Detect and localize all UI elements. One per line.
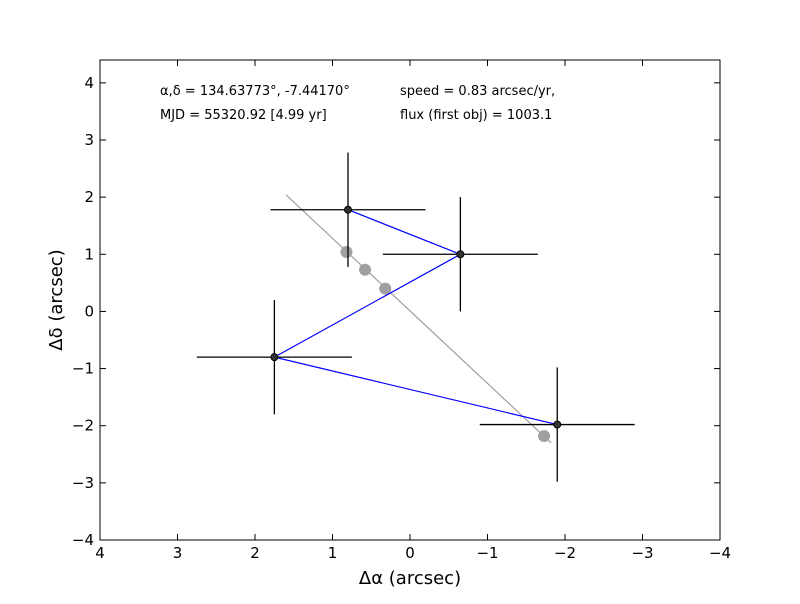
y-tick-label: 4 bbox=[84, 74, 94, 92]
annotation-flux: flux (first obj) = 1003.1 bbox=[400, 108, 552, 123]
annotation-mjd: MJD = 55320.92 [4.99 yr] bbox=[160, 108, 327, 123]
y-tick-label: 0 bbox=[84, 302, 94, 320]
measured-point-group bbox=[270, 152, 426, 267]
x-tick-label: 0 bbox=[405, 544, 415, 562]
y-tick-label: −4 bbox=[72, 531, 94, 549]
x-tick-label: 2 bbox=[250, 544, 260, 562]
y-tick-label: 3 bbox=[84, 131, 94, 149]
measured-point bbox=[553, 420, 562, 429]
y-tick-label: 1 bbox=[84, 245, 94, 263]
y-tick-label: −3 bbox=[72, 474, 94, 492]
measured-point-group bbox=[196, 300, 352, 415]
y-tick-label: 2 bbox=[84, 188, 94, 206]
measured-point-group bbox=[479, 367, 635, 482]
x-tick-label: 3 bbox=[173, 544, 183, 562]
x-tick-label: 1 bbox=[328, 544, 338, 562]
measured-point bbox=[344, 205, 352, 214]
x-axis-label: Δα (arcsec) bbox=[359, 568, 461, 589]
model-track-line bbox=[285, 194, 552, 444]
ticks: 4 3 2 1 0 −1 −2 −3 −4 −4 −3 −2 −1 0 1 2 3 4 bbox=[72, 60, 731, 562]
model-point bbox=[538, 430, 551, 442]
annotation-coords: α,δ = 134.63773°, -7.44170° bbox=[160, 84, 350, 99]
y-tick-label: −2 bbox=[72, 417, 94, 435]
plot-area bbox=[196, 152, 635, 482]
model-point bbox=[340, 246, 353, 258]
x-tick-label: −2 bbox=[554, 544, 576, 562]
x-tick-label: 4 bbox=[95, 544, 105, 562]
annotation-speed: speed = 0.83 arcsec/yr, bbox=[400, 84, 555, 99]
y-axis-label: Δδ (arcsec) bbox=[46, 249, 67, 350]
x-tick-label: −3 bbox=[631, 544, 653, 562]
measured-track-line bbox=[272, 209, 558, 426]
model-point bbox=[379, 282, 392, 295]
x-tick-label: −1 bbox=[476, 544, 498, 562]
x-tick-label: −4 bbox=[709, 544, 731, 562]
measured-point bbox=[270, 353, 279, 362]
model-point bbox=[359, 263, 372, 276]
measured-point bbox=[456, 250, 465, 259]
y-tick-label: −1 bbox=[72, 360, 94, 378]
measured-point-group bbox=[382, 197, 538, 312]
